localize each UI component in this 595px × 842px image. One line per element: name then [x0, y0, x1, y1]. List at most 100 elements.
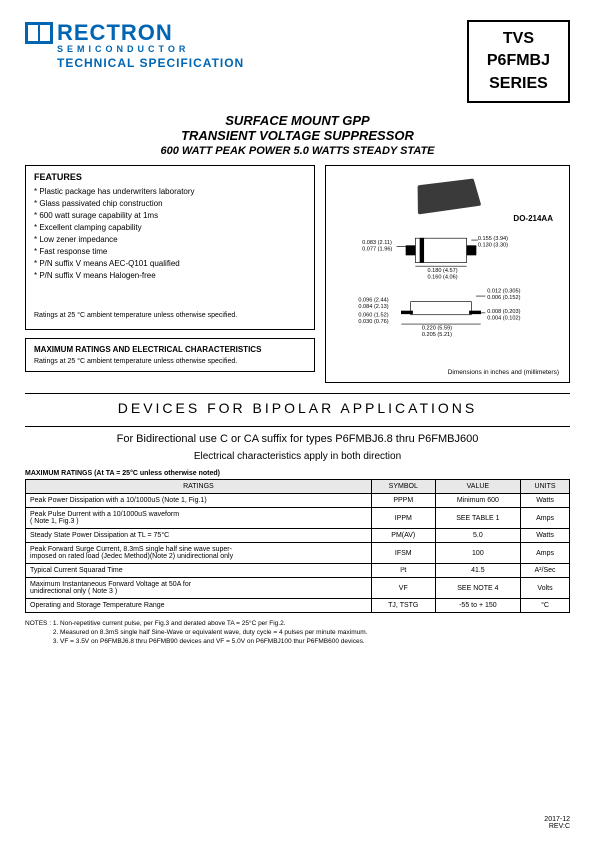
table-cell: SEE NOTE 4	[435, 578, 520, 599]
table-header: RATINGS	[26, 480, 372, 494]
title-2: TRANSIENT VOLTAGE SUPPRESSOR	[25, 128, 570, 143]
table-cell: °C	[521, 599, 570, 613]
table-row: Typical Current Squarad TimeI²t41.5A²/Se…	[26, 564, 570, 578]
package-label: DO-214AA	[332, 214, 563, 223]
table-cell: I²t	[371, 564, 435, 578]
table-cell: Amps	[521, 543, 570, 564]
svg-text:0.130 (3.30): 0.130 (3.30)	[477, 243, 507, 249]
table-cell: Peak Forward Surge Current, 8.3mS single…	[26, 543, 372, 564]
table-cell: 5.0	[435, 529, 520, 543]
svg-text:0.205 (5.21): 0.205 (5.21)	[421, 332, 451, 338]
logo-tagline: TECHNICAL SPECIFICATION	[57, 56, 244, 70]
table-cell: Amps	[521, 508, 570, 529]
table-cell: VF	[371, 578, 435, 599]
notes-label: NOTES :	[25, 619, 51, 628]
note-line: 2. Measured on 8.3mS single half Sine-Wa…	[53, 628, 368, 637]
feature-item: Plastic package has underwriters laborat…	[34, 186, 306, 198]
svg-text:0.030 (0.76): 0.030 (0.76)	[358, 319, 388, 325]
svg-text:0.180 (4.57): 0.180 (4.57)	[427, 268, 457, 274]
table-cell: Typical Current Squarad Time	[26, 564, 372, 578]
right-col: DO-214AA 0.083 (2.11) 0.077 (1.96) 0.155…	[325, 165, 570, 383]
table-cell: IPPM	[371, 508, 435, 529]
table-cell: 41.5	[435, 564, 520, 578]
table-header: VALUE	[435, 480, 520, 494]
package-box: DO-214AA 0.083 (2.11) 0.077 (1.96) 0.155…	[325, 165, 570, 383]
table-cell: Peak Power Dissipation with a 10/1000uS …	[26, 494, 372, 508]
feature-item: Low zener impedance	[34, 234, 306, 246]
svg-text:0.084 (2.13): 0.084 (2.13)	[358, 304, 388, 310]
table-cell: A²/Sec	[521, 564, 570, 578]
logo-sub: SEMICONDUCTOR	[57, 44, 244, 54]
table-cell: Volts	[521, 578, 570, 599]
table-cell: Steady State Power Dissipation at TL = 7…	[26, 529, 372, 543]
table-cell: SEE TABLE 1	[435, 508, 520, 529]
svg-text:0.060 (1.52): 0.060 (1.52)	[358, 313, 388, 319]
svg-text:0.083 (2.11): 0.083 (2.11)	[362, 240, 392, 246]
table-cell: Minimum 600	[435, 494, 520, 508]
svg-text:0.160 (4.06): 0.160 (4.06)	[427, 275, 457, 281]
table-cell: IFSM	[371, 543, 435, 564]
table-header: SYMBOL	[371, 480, 435, 494]
table-cell: -55 to + 150	[435, 599, 520, 613]
package-image	[417, 179, 481, 215]
max-note: Ratings at 25 °C ambient temperature unl…	[34, 358, 306, 365]
rectron-logo-icon	[25, 22, 53, 44]
feature-item: Glass passivated chip construction	[34, 198, 306, 210]
header-row: RECTRON SEMICONDUCTOR TECHNICAL SPECIFIC…	[25, 20, 570, 103]
title-3: 600 WATT PEAK POWER 5.0 WATTS STEADY STA…	[25, 145, 570, 157]
table-cell: Operating and Storage Temperature Range	[26, 599, 372, 613]
feature-item: P/N suffix V means Halogen-free	[34, 270, 306, 282]
divider-1	[25, 393, 570, 394]
features-title: FEATURES	[34, 172, 306, 182]
notes-body: 1. Non-repetitive current pulse, per Fig…	[53, 619, 368, 646]
dimension-note: Dimensions in inches and (millimeters)	[332, 369, 563, 376]
features-list: Plastic package has underwriters laborat…	[34, 186, 306, 282]
table-cell: Watts	[521, 494, 570, 508]
note-line: 1. Non-repetitive current pulse, per Fig…	[53, 619, 368, 628]
logo-line: RECTRON	[25, 20, 244, 46]
feature-item: 600 watt surage capability at 1ms	[34, 210, 306, 222]
table-row: Operating and Storage Temperature RangeT…	[26, 599, 570, 613]
mid-row: FEATURES Plastic package has underwriter…	[25, 165, 570, 383]
footer: 2017-12 REV:C	[544, 816, 570, 830]
table-cell: 100	[435, 543, 520, 564]
svg-text:0.077 (1.96): 0.077 (1.96)	[362, 247, 392, 253]
features-note: Ratings at 25 °C ambient temperature unl…	[34, 312, 306, 319]
footer-rev: REV:C	[544, 823, 570, 830]
series-l3: SERIES	[487, 73, 550, 95]
table-row: Peak Power Dissipation with a 10/1000uS …	[26, 494, 570, 508]
max-ratings-box: MAXIMUM RATINGS AND ELECTRICAL CHARACTER…	[25, 338, 315, 372]
notes-block: NOTES : 1. Non-repetitive current pulse,…	[25, 619, 570, 646]
table-row: Peak Forward Surge Current, 8.3mS single…	[26, 543, 570, 564]
table-row: Maximum Instantaneous Forward Voltage at…	[26, 578, 570, 599]
ratings-table-title: MAXIMUM RATINGS (At TA = 25°C unless oth…	[25, 470, 570, 477]
svg-text:0.012 (0.305): 0.012 (0.305)	[487, 289, 520, 295]
svg-text:0.004 (0.102): 0.004 (0.102)	[487, 316, 520, 322]
svg-text:0.096 (2.44): 0.096 (2.44)	[358, 298, 388, 304]
ratings-table: RATINGSSYMBOLVALUEUNITS Peak Power Dissi…	[25, 479, 570, 613]
features-box: FEATURES Plastic package has underwriter…	[25, 165, 315, 330]
svg-text:0.220 (5.59): 0.220 (5.59)	[421, 326, 451, 332]
feature-item: Excellent clamping capability	[34, 222, 306, 234]
title-1: SURFACE MOUNT GPP	[25, 113, 570, 128]
table-cell: Watts	[521, 529, 570, 543]
footer-date: 2017-12	[544, 816, 570, 823]
left-col: FEATURES Plastic package has underwriter…	[25, 165, 315, 383]
table-cell: Maximum Instantaneous Forward Voltage at…	[26, 578, 372, 599]
table-cell: TJ, TSTG	[371, 599, 435, 613]
logo-block: RECTRON SEMICONDUCTOR TECHNICAL SPECIFIC…	[25, 20, 244, 70]
divider-2	[25, 426, 570, 427]
table-header: UNITS	[521, 480, 570, 494]
series-l1: TVS	[487, 28, 550, 50]
series-l2: P6FMBJ	[487, 50, 550, 72]
series-box: TVS P6FMBJ SERIES	[467, 20, 570, 103]
bipolar-sub2: Electrical characteristics apply in both…	[25, 451, 570, 462]
logo-name: RECTRON	[57, 20, 173, 46]
table-row: Peak Pulse Durrent with a 10/1000uS wave…	[26, 508, 570, 529]
feature-item: Fast response time	[34, 246, 306, 258]
title-block: SURFACE MOUNT GPP TRANSIENT VOLTAGE SUPP…	[25, 113, 570, 157]
table-cell: Peak Pulse Durrent with a 10/1000uS wave…	[26, 508, 372, 529]
table-row: Steady State Power Dissipation at TL = 7…	[26, 529, 570, 543]
note-line: 3. VF = 3.5V on P6FMBJ6.8 thru P6FMB90 d…	[53, 637, 368, 646]
table-cell: PPPM	[371, 494, 435, 508]
